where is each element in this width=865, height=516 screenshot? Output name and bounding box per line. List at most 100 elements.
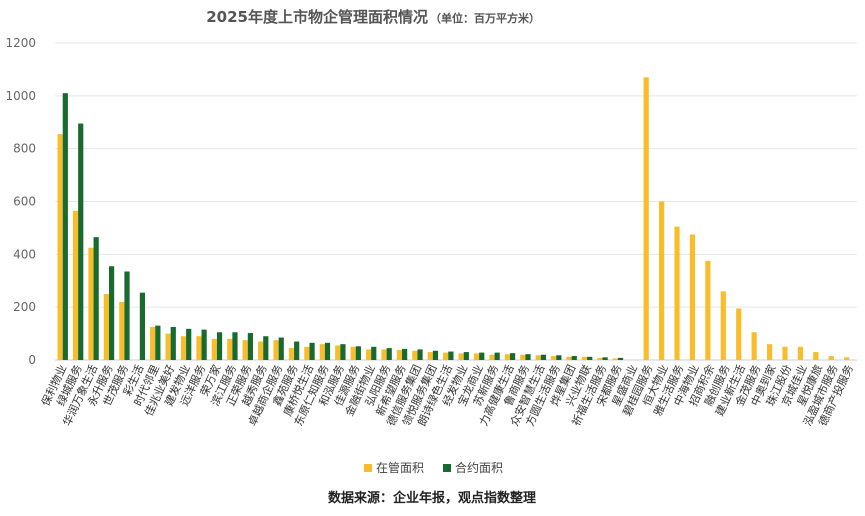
bar-managed-area: [581, 356, 588, 360]
bar-contracted-area: [448, 351, 454, 360]
bar-managed-area: [844, 357, 850, 360]
bar-managed-area: [350, 346, 356, 360]
bar-contracted-area: [509, 353, 516, 360]
bar-managed-area: [597, 357, 603, 360]
bar-managed-area: [551, 356, 557, 360]
bar-managed-area: [57, 134, 63, 360]
bar-managed-area: [196, 336, 202, 360]
bar-contracted-area: [124, 271, 130, 360]
bar-contracted-area: [170, 326, 176, 360]
bar-contracted-area: [571, 356, 577, 360]
y-tick-label: 1000: [5, 89, 36, 103]
bar-contracted-area: [479, 352, 485, 360]
bar-contracted-area: [78, 123, 84, 360]
bar-managed-area: [458, 353, 464, 360]
bar-contracted-area: [556, 355, 562, 360]
bar-managed-area: [443, 352, 449, 360]
bar-managed-area: [689, 234, 696, 360]
bar-contracted-area: [402, 348, 408, 360]
bar-managed-area: [103, 293, 109, 360]
bar-managed-area: [365, 349, 372, 360]
bar-contracted-area: [232, 332, 238, 360]
bar-contracted-area: [417, 349, 423, 360]
gridlines: [55, 42, 857, 361]
bar-managed-area: [227, 338, 233, 360]
bar-contracted-area: [247, 333, 253, 360]
bar-managed-area: [751, 332, 757, 360]
bars: [57, 77, 850, 360]
bar-managed-area: [520, 354, 526, 360]
bar-managed-area: [535, 355, 541, 360]
bar-managed-area: [504, 354, 510, 360]
bar-managed-area: [335, 345, 341, 360]
y-tick-label: 600: [13, 195, 36, 209]
chart-title: 2025年度上市物企管理面积情况: [206, 8, 428, 26]
bar-managed-area: [828, 356, 834, 360]
bar-contracted-area: [617, 357, 624, 360]
bar-contracted-area: [278, 337, 284, 360]
chart-title-unit: （单位：百万平方米）: [430, 11, 540, 25]
bar-managed-area: [273, 340, 279, 360]
bar-contracted-area: [432, 350, 439, 360]
bar-managed-area: [381, 349, 387, 360]
bar-contracted-area: [93, 237, 99, 360]
bar-contracted-area: [201, 329, 207, 360]
bar-managed-area: [304, 346, 310, 360]
bar-managed-area: [674, 226, 680, 360]
legend: 在管面积 合约面积: [364, 460, 503, 475]
bar-managed-area: [782, 346, 788, 360]
bar-contracted-area: [309, 342, 315, 360]
bar-managed-area: [797, 346, 804, 360]
y-axis: 0 200 400 600 800 1000 1200: [5, 36, 36, 367]
bar-contracted-area: [602, 357, 608, 360]
bar-contracted-area: [108, 266, 115, 360]
bar-managed-area: [88, 247, 94, 360]
bar-managed-area: [165, 333, 171, 360]
x-axis: 保利物业绿城服务华润万象生活永升服务世茂服务彩生活时代邻里佳兆业美好建发物业远洋…: [38, 362, 856, 428]
data-source-note: 数据来源：企业年报，观点指数整理: [328, 490, 536, 506]
bar-managed-area: [473, 353, 480, 360]
bar-contracted-area: [525, 354, 531, 360]
bar-managed-area: [813, 352, 819, 360]
bar-contracted-area: [216, 332, 223, 360]
bar-contracted-area: [324, 342, 331, 360]
y-tick-label: 200: [13, 300, 36, 314]
bar-contracted-area: [540, 354, 547, 360]
bar-contracted-area: [371, 346, 377, 360]
bar-managed-area: [566, 356, 572, 360]
bar-managed-area: [288, 348, 295, 360]
bar-managed-area: [319, 344, 325, 360]
bar-contracted-area: [587, 356, 593, 360]
bar-contracted-area: [186, 328, 192, 360]
bar-managed-area: [119, 301, 125, 360]
bar-managed-area: [705, 260, 711, 360]
y-tick-label: 400: [13, 247, 36, 261]
legend-label-managed: 在管面积: [376, 460, 424, 475]
bar-contracted-area: [155, 325, 161, 360]
bar-managed-area: [150, 326, 156, 360]
bar-managed-area: [211, 338, 217, 360]
bar-managed-area: [72, 210, 79, 360]
bar-managed-area: [258, 341, 264, 360]
legend-label-contracted: 合约面积: [455, 460, 503, 475]
bar-managed-area: [242, 340, 248, 360]
bar-contracted-area: [494, 352, 500, 360]
bar-managed-area: [766, 344, 773, 360]
bar-managed-area: [427, 352, 433, 360]
bar-managed-area: [412, 350, 418, 360]
bar-contracted-area: [463, 352, 469, 360]
legend-swatch-contracted: [443, 464, 451, 472]
bar-contracted-area: [386, 348, 392, 360]
bar-managed-area: [489, 354, 495, 360]
bar-managed-area: [659, 201, 665, 360]
bar-contracted-area: [355, 346, 361, 360]
bar-managed-area: [396, 349, 403, 360]
bar-contracted-area: [340, 344, 346, 360]
legend-swatch-managed: [364, 464, 372, 472]
bar-managed-area: [180, 336, 187, 360]
y-tick-label: 0: [28, 353, 36, 367]
bar-contracted-area: [139, 292, 146, 360]
bar-managed-area: [643, 77, 649, 360]
bar-contracted-area: [294, 341, 300, 360]
